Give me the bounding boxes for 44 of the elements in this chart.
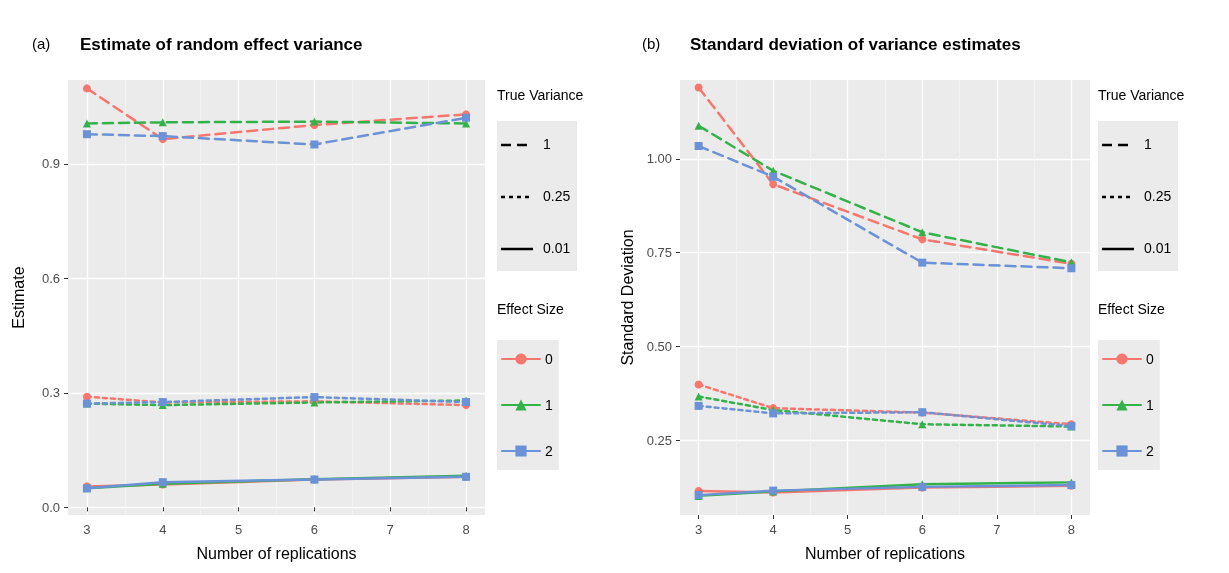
text: 0.25: [543, 188, 571, 204]
y-tick-label: 0.75: [646, 245, 672, 260]
y-tick-label: 0.50: [646, 338, 672, 354]
x-tick-label: 7: [993, 522, 1001, 537]
x-axis-title: Number of replications: [804, 544, 966, 562]
x-tick-label: 8: [1067, 522, 1075, 537]
legend-label: 0: [545, 351, 553, 367]
x-tick-label: 4: [769, 522, 777, 537]
text: (b): [642, 35, 661, 52]
y-axis-title: Estimate: [9, 266, 27, 329]
y-tick-label: 0.25: [646, 432, 672, 448]
text: True Variance: [497, 87, 584, 103]
x-tick-label: 3: [83, 522, 91, 537]
text: Effect Size: [1098, 301, 1165, 317]
x-tick-label: 5: [234, 522, 243, 537]
text: 1: [1144, 136, 1152, 152]
x-tick-label: 8: [462, 522, 470, 537]
y-tick-label: 1.00: [646, 151, 672, 167]
y-tick-label: 0.0: [41, 499, 60, 515]
chart-title: Estimate of random effect variance: [80, 35, 363, 54]
text: True Variance: [1098, 87, 1185, 103]
legend-label: 1: [1146, 397, 1154, 413]
text: 0.01: [543, 240, 571, 256]
chart-title: Standard deviation of variance estimates: [690, 35, 1021, 54]
x-tick-label: 7: [386, 522, 394, 537]
text: 1: [543, 136, 551, 152]
text: Effect Size: [497, 301, 564, 317]
y-axis-title: Standard Deviation: [619, 229, 637, 366]
y-tick-label: 0.9: [41, 156, 60, 172]
text: 0.25: [1144, 188, 1172, 204]
x-axis-title: Number of replications: [196, 544, 357, 562]
legend-label: 2: [545, 443, 553, 459]
text: (a): [32, 35, 51, 52]
x-tick-label: 3: [695, 522, 703, 537]
y-tick-label: 0.6: [41, 270, 60, 286]
text: 0.01: [1144, 240, 1172, 256]
legend-label: 0: [1146, 351, 1154, 367]
legend-label: 2: [1146, 443, 1154, 459]
x-tick-label: 5: [844, 522, 852, 537]
legend-label: 1: [545, 397, 553, 413]
x-tick-label: 6: [310, 522, 319, 537]
y-tick-label: 0.3: [41, 385, 60, 401]
x-tick-label: 6: [918, 522, 926, 537]
x-tick-label: 4: [159, 522, 167, 537]
